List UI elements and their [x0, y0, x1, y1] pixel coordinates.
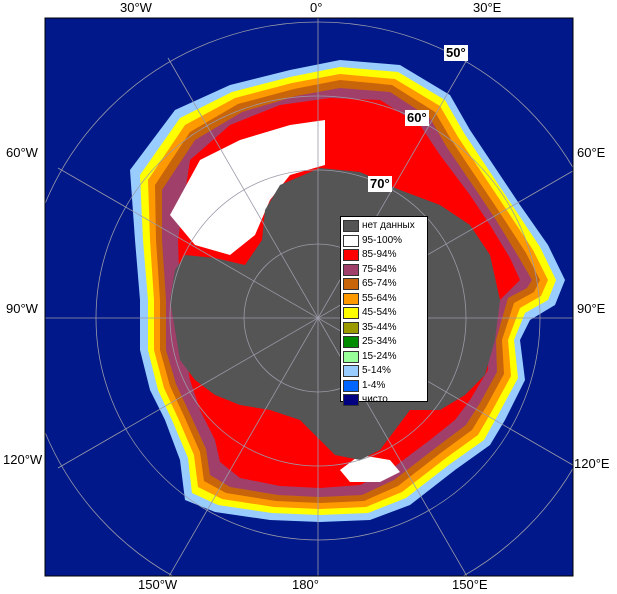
- legend-swatch: [343, 321, 359, 334]
- lat-label-60: 60°: [405, 110, 429, 126]
- legend-swatch: [343, 249, 359, 262]
- legend-label: 95-100%: [362, 234, 403, 246]
- lon-label-left-1: 60°W: [6, 145, 38, 160]
- legend-label: 25-34%: [362, 336, 397, 348]
- legend-label: 75-84%: [362, 263, 397, 275]
- lon-label-right-1: 60°E: [577, 145, 606, 160]
- legend-item: чисто: [343, 393, 427, 408]
- legend-label: нет данных: [362, 220, 415, 232]
- legend-swatch: [343, 292, 359, 305]
- lon-label-bottom-2: 180°: [292, 577, 319, 592]
- legend-swatch: [343, 365, 359, 378]
- legend-item: 25-34%: [343, 335, 427, 350]
- legend-swatch: [343, 379, 359, 392]
- legend-label: 5-14%: [362, 365, 391, 377]
- legend-swatch: [343, 278, 359, 291]
- legend-swatch: [343, 263, 359, 276]
- legend-item: 65-74%: [343, 277, 427, 292]
- legend-label: 85-94%: [362, 249, 397, 261]
- legend-label: 15-24%: [362, 350, 397, 362]
- legend-item: 75-84%: [343, 263, 427, 278]
- lon-label-left-2: 90°W: [6, 301, 38, 316]
- legend-item: 55-64%: [343, 292, 427, 307]
- legend-item: 15-24%: [343, 350, 427, 365]
- legend-item: 35-44%: [343, 321, 427, 336]
- legend-item: 85-94%: [343, 248, 427, 263]
- map-frame: [44, 17, 574, 577]
- legend-item: 5-14%: [343, 364, 427, 379]
- legend-label: 45-54%: [362, 307, 397, 319]
- legend-swatch: [343, 394, 359, 407]
- legend-item: 95-100%: [343, 234, 427, 249]
- legend-label: 55-64%: [362, 292, 397, 304]
- lon-label-bottom-3: 150°E: [452, 577, 488, 592]
- legend-swatch: [343, 350, 359, 363]
- lon-label-bottom-1: 150°W: [138, 577, 178, 592]
- lat-label-70: 70°: [368, 176, 392, 192]
- legend-item: 45-54%: [343, 306, 427, 321]
- legend-label: 1-4%: [362, 379, 386, 391]
- legend-label: 65-74%: [362, 278, 397, 290]
- lat-label-50: 50°: [444, 45, 468, 61]
- ice-band-white-south: [340, 455, 400, 482]
- legend: нет данных 95-100% 85-94% 75-84% 65-74% 55-64…: [340, 216, 428, 407]
- lon-label-left-3: 120°W: [3, 452, 43, 467]
- lon-label-top-3: 30°E: [473, 0, 502, 15]
- legend-swatch: [343, 336, 359, 349]
- legend-label: 35-44%: [362, 321, 397, 333]
- lon-label-right-3: 120°E: [574, 456, 610, 471]
- lon-label-top-2: 0°: [310, 0, 323, 15]
- legend-swatch: [343, 234, 359, 247]
- legend-item: 1-4%: [343, 379, 427, 394]
- legend-label: чисто: [362, 394, 388, 406]
- meridian-150: [168, 57, 469, 576]
- lon-label-top-1: 30°W: [120, 0, 152, 15]
- legend-item: нет данных: [343, 219, 427, 234]
- legend-swatch: [343, 220, 359, 233]
- lon-label-right-2: 90°E: [577, 301, 606, 316]
- legend-swatch: [343, 307, 359, 320]
